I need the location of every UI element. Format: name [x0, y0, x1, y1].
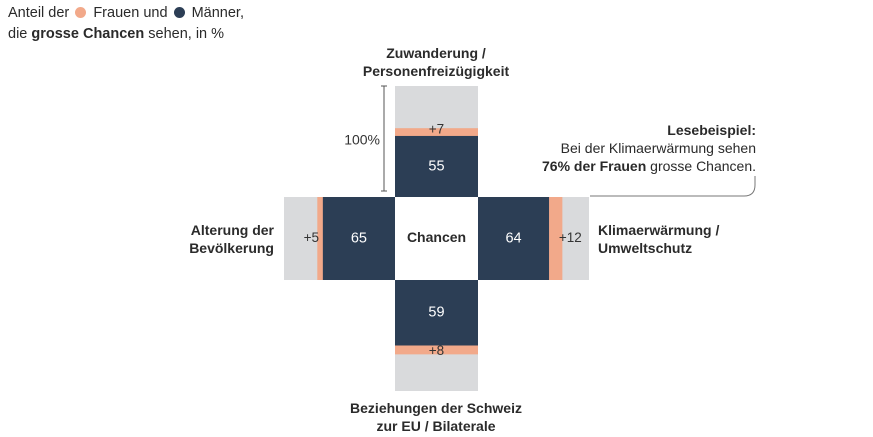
legend-prefix: Anteil der — [8, 5, 70, 21]
value-label-men-left: 65 — [351, 230, 367, 246]
diff-label-top: +7 — [429, 122, 444, 137]
reading-example: Lesebeispiel: Bei der Klimaerwärmung seh… — [542, 121, 756, 175]
diff-label-left: +5 — [304, 230, 319, 245]
women-dot-icon — [75, 7, 87, 18]
center-label: Chancen — [407, 229, 466, 245]
category-label-top: Zuwanderung / Personenfreizügigkeit — [316, 44, 556, 80]
legend-men: Männer, — [191, 5, 244, 21]
bar-men-left — [322, 197, 395, 280]
value-label-men-right: 64 — [505, 230, 521, 246]
bar-men-bottom — [395, 280, 478, 346]
diff-label-bottom: +8 — [429, 343, 444, 358]
legend-connector: und — [143, 5, 168, 21]
center-square — [395, 197, 478, 280]
note-title: Lesebeispiel: — [667, 122, 756, 138]
category-label-top-line1: Zuwanderung / — [386, 45, 486, 61]
category-label-right: Klimaerwärmung / Umweltschutz — [598, 221, 719, 257]
category-label-right-line1: Klimaerwärmung / — [598, 222, 720, 238]
scale-label: 100% — [344, 132, 380, 148]
category-label-bottom-line1: Beziehungen der Schweiz — [350, 400, 522, 416]
legend-line2-bold: grosse Chancen — [31, 26, 145, 42]
legend-line2-pre: die — [8, 26, 28, 42]
category-label-top-line2: Personenfreizügigkeit — [362, 63, 510, 79]
legend-line2-post: sehen, in % — [148, 26, 225, 42]
value-label-men-top: 55 — [428, 158, 444, 174]
diff-label-right: +12 — [559, 230, 582, 245]
category-label-right-line2: Umweltschutz — [598, 240, 693, 256]
value-label-men-bottom: 59 — [428, 305, 444, 321]
legend: Anteil der Frauen und Männer, die grosse… — [8, 3, 244, 45]
category-label-bottom-line2: zur EU / Bilaterale — [376, 418, 496, 434]
note-connector — [590, 176, 756, 197]
bar-men-top — [395, 135, 478, 197]
category-label-left-line2: Bevölkerung — [189, 240, 274, 256]
legend-women: Frauen — [93, 5, 140, 21]
category-label-left: Alterung der Bevölkerung — [140, 221, 274, 257]
men-dot-icon — [173, 7, 185, 18]
category-label-left-line1: Alterung der — [190, 222, 274, 238]
note-line2-post: grosse Chancen. — [650, 158, 756, 174]
bar-men-right — [478, 197, 550, 280]
category-label-bottom: Beziehungen der Schweiz zur EU / Bilater… — [316, 399, 556, 435]
note-line2-bold: 76% der Frauen — [542, 158, 647, 174]
note-line1: Bei der Klimaerwärmung sehen — [560, 140, 756, 156]
